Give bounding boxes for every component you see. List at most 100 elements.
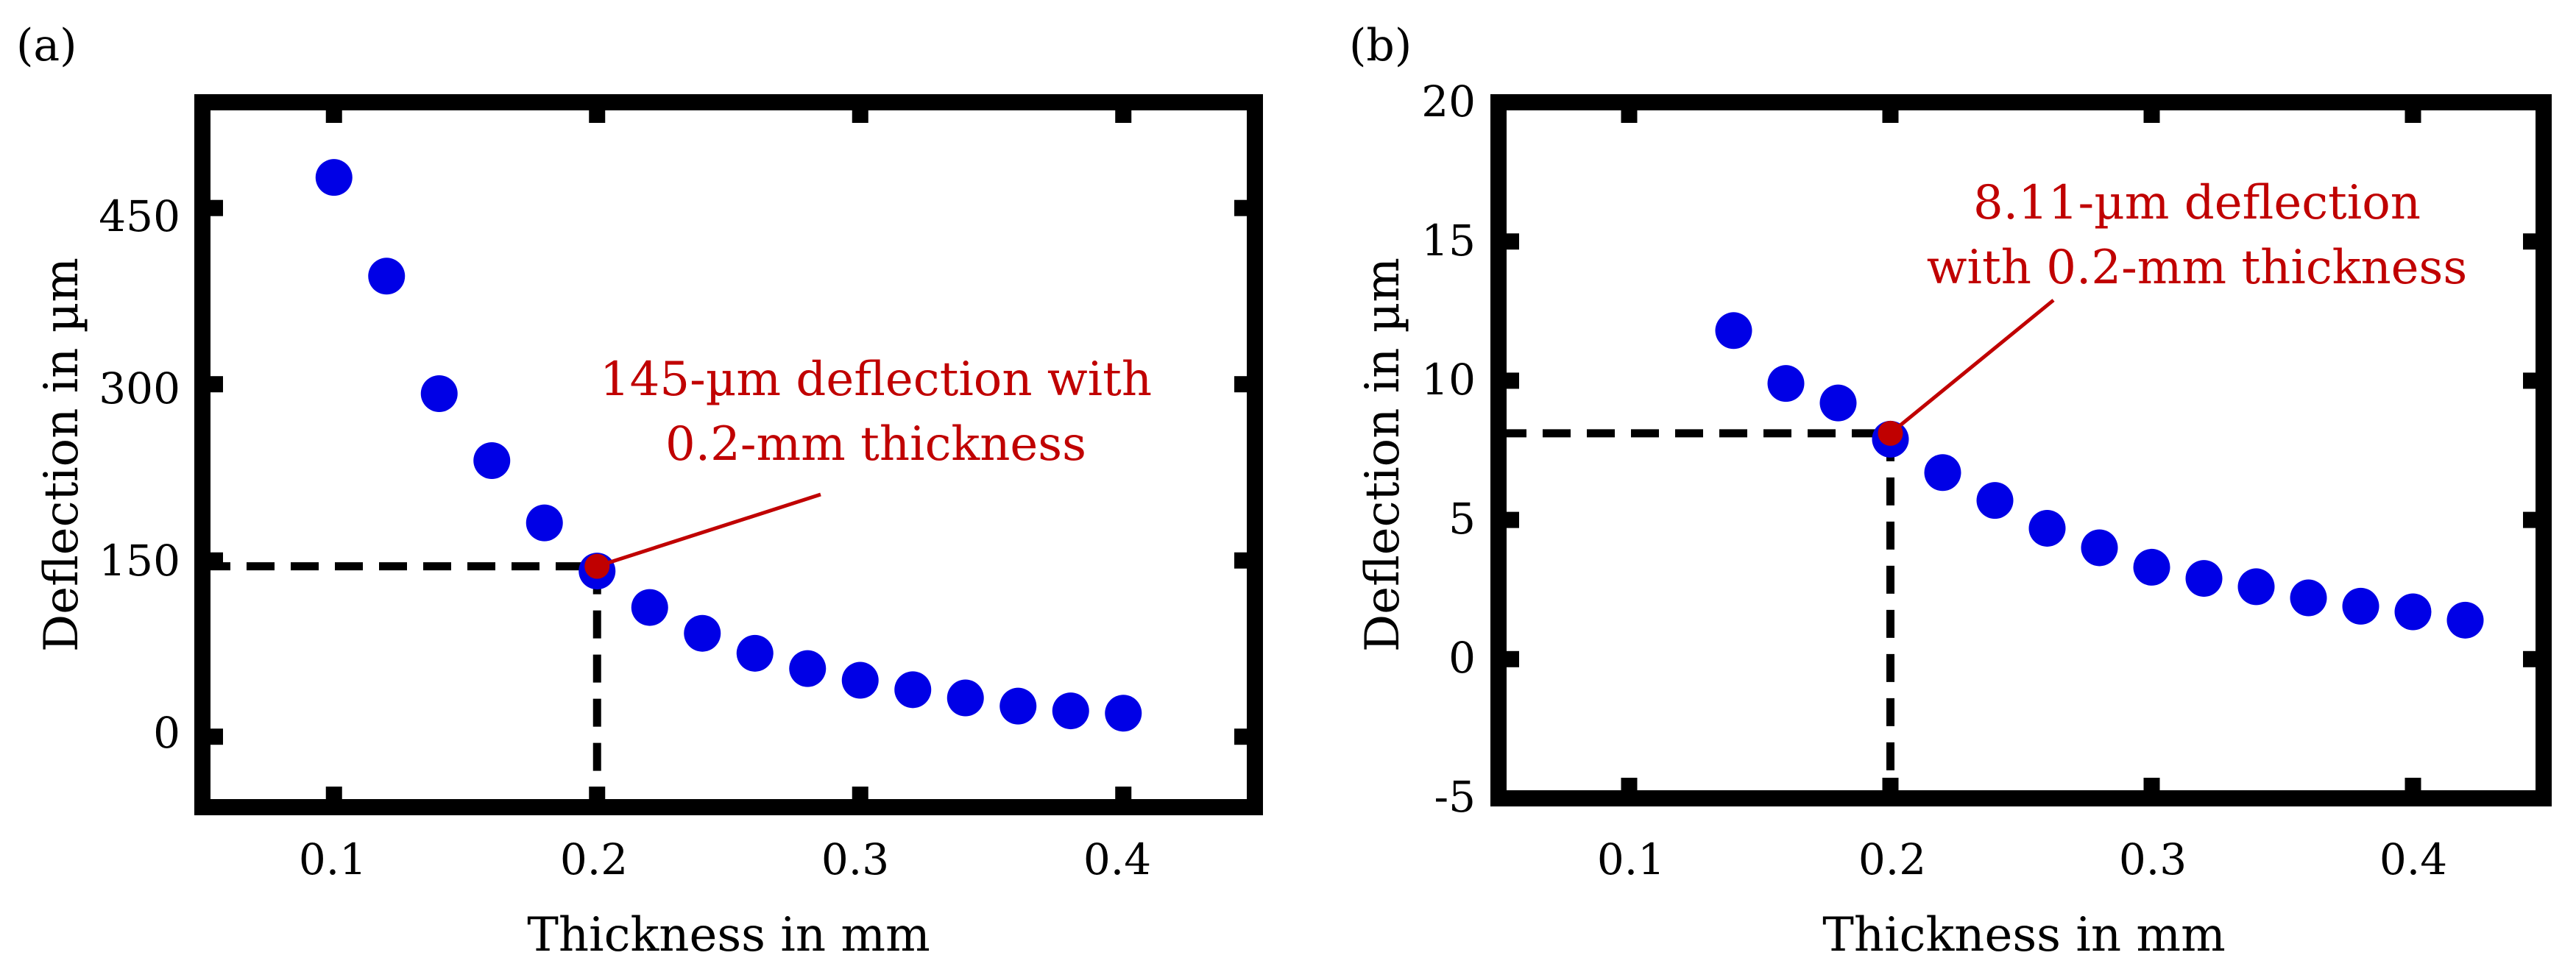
panel-b-x-tick-label: 0.1	[1597, 834, 1665, 884]
panel-a-data-point	[841, 661, 879, 699]
panel-a-highlight-point	[584, 553, 610, 579]
panel-b-y-tick-left	[1498, 372, 1519, 389]
panel-b-x-tick-top	[1882, 102, 1899, 123]
panel-a-x-tick-bottom	[852, 787, 868, 807]
panel-a-data-point	[473, 441, 511, 479]
panel-a-data-point	[1105, 695, 1142, 732]
panel-a-plot-border	[194, 94, 1263, 815]
panel-a-x-tick-top	[325, 102, 342, 123]
panel-a-y-tick-label: 450	[99, 191, 180, 241]
panel-a-x-tick-label: 0.4	[1083, 834, 1151, 884]
panel-a-axes-frame	[194, 94, 1263, 815]
panel-a-x-tick-label: 0.2	[560, 834, 628, 884]
panel-b-x-tick-top	[1621, 102, 1638, 123]
panel-a-data-point	[1052, 692, 1089, 730]
panel-b-data-point	[2342, 587, 2379, 625]
panel-b-annotation-line-1: 8.11-µm deflection	[1973, 176, 2421, 230]
panel-b-data-point	[2237, 568, 2275, 606]
panel-a-x-tick-label: 0.1	[299, 834, 367, 884]
panel-b-y-tick-label: 10	[1421, 355, 1476, 405]
panel-b-y-tick-left	[1498, 511, 1519, 528]
panel-a-x-tick-top	[589, 102, 606, 123]
panel-a-y-tick-label: 300	[99, 363, 180, 414]
panel-a-data-point	[631, 589, 668, 626]
panel-b-y-axis-title: Deflection in µm	[1356, 258, 1410, 652]
panel-b-label: (b)	[1349, 20, 1412, 71]
panel-b-data-point	[1976, 482, 2014, 519]
panel-b-y-tick-left	[1498, 650, 1519, 667]
panel-a-data-point	[684, 614, 721, 652]
panel-a-y-tick-left	[202, 728, 223, 745]
panel-b-x-tick-top	[2405, 102, 2421, 123]
panel-a-x-tick-bottom	[325, 787, 342, 807]
panel-a-y-tick-right	[1234, 728, 1255, 745]
panel-a-data-point	[789, 650, 827, 687]
panel-a-label: (a)	[16, 20, 77, 71]
panel-b-data-point	[1819, 384, 1857, 422]
panel-b-plot-border	[1490, 94, 2552, 806]
panel-a-y-tick-left	[202, 376, 223, 393]
panel-a-x-tick-label: 0.3	[821, 834, 889, 884]
panel-b-data-point	[2446, 601, 2484, 639]
panel-b-y-tick-label: 5	[1448, 494, 1476, 544]
panel-b-data-point	[2290, 579, 2327, 617]
panel-a-annotation-line-2: 0.2-mm thickness	[665, 417, 1086, 472]
panel-a-y-tick-label: 0	[153, 708, 180, 758]
panel-b-x-axis-title: Thickness in mm	[1822, 908, 2226, 962]
panel-b-annotation-line-2: with 0.2-mm thickness	[1927, 241, 2467, 295]
panel-a-data-point	[368, 258, 406, 295]
panel-a-data-point	[999, 687, 1037, 725]
panel-b-y-tick-label: 20	[1421, 77, 1476, 127]
panel-b-axes-frame	[1490, 94, 2552, 806]
panel-b-y-tick-left	[1498, 233, 1519, 250]
panel-b-data-points	[1715, 312, 2484, 639]
panel-b-x-tick-label: 0.4	[2379, 834, 2447, 884]
panel-b-y-tick-label: 0	[1448, 633, 1476, 683]
panel-a-y-tick-right	[1234, 552, 1255, 569]
panel-a-annotation-line-1: 145-µm deflection with	[600, 352, 1152, 407]
panel-b-y-tick-right	[2523, 233, 2544, 250]
panel-a-y-tick-right	[1234, 199, 1255, 216]
panel-b-x-tick-bottom	[1621, 778, 1638, 798]
panel-b-data-point	[2081, 529, 2118, 567]
panel-b-data-point	[1924, 454, 1961, 492]
panel-b-data-point	[2133, 548, 2170, 586]
panel-a-y-tick-right	[1234, 376, 1255, 393]
panel-a-data-point	[420, 375, 458, 412]
panel-a-guide-lines	[202, 562, 601, 807]
panel-b-data-point	[2394, 593, 2432, 631]
panel-b-y-tick-right	[2523, 372, 2544, 389]
panel-a-x-tick-top	[1115, 102, 1132, 123]
panel-b-data-point	[1767, 365, 1805, 402]
panel-b-annotation-leader	[1889, 299, 2055, 435]
panel-a-data-point	[526, 504, 563, 542]
panel-b-x-tick-bottom	[2405, 778, 2421, 798]
panel-a-data-point	[315, 159, 353, 196]
panel-a-annotation-leader	[596, 492, 821, 569]
panel-a-y-tick-left	[202, 199, 223, 216]
panel-b-x-tick-label: 0.3	[2119, 834, 2187, 884]
panel-b-y-tick-left	[1498, 790, 1519, 806]
panel-b-data-point	[2185, 560, 2223, 597]
panel-a-data-point	[946, 679, 984, 717]
panel-a-data-point	[736, 634, 774, 672]
panel-a-x-tick-top	[852, 102, 868, 123]
panel-b-x-tick-top	[2143, 102, 2160, 123]
panel-a-y-tick-label: 150	[99, 536, 180, 586]
panel-b-y-tick-right	[2523, 650, 2544, 667]
panel-b-y-tick-right	[2523, 511, 2544, 528]
panel-b-ticks	[1498, 94, 2544, 806]
panel-b-y-tick-left	[1498, 94, 1519, 110]
panel-a-x-axis-title: Thickness in mm	[527, 908, 930, 962]
panel-b-y-tick-right	[2523, 94, 2544, 110]
panel-b-y-tick-right	[2523, 790, 2544, 806]
panel-b-data-point	[2028, 509, 2066, 547]
panel-a-y-axis-title: Deflection in µm	[35, 258, 89, 652]
panel-b-y-tick-label: -5	[1434, 772, 1476, 822]
panel-b-highlight-point	[1878, 420, 1903, 446]
panel-b-y-tick-label: 15	[1421, 216, 1476, 266]
panel-a-data-point	[894, 671, 932, 709]
panel-b: (b) 8.11-µm deflection with 0.2-mm thick…	[1349, 20, 2552, 962]
panel-b-guide-lines	[1498, 429, 1894, 798]
